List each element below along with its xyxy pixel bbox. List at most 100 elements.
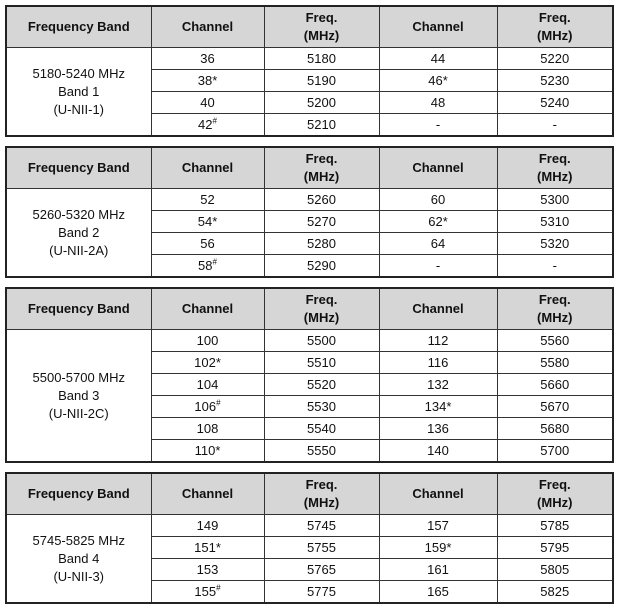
cell: -: [496, 254, 614, 278]
header-line: (MHz): [537, 495, 573, 510]
data-row: 155# 5775 165 5825: [6, 580, 614, 604]
cell: 38*: [150, 69, 265, 92]
data-row: 5500-5700 MHz Band 3 (U-NII-2C) 100 5500 112 5…: [5, 329, 614, 463]
header-cell: Channel: [378, 5, 498, 48]
cell: 5290: [263, 254, 380, 278]
header-cell: Frequency Band: [5, 472, 152, 515]
cell-sup: #: [216, 398, 221, 408]
band-line: (U-NII-2A): [49, 242, 109, 258]
band-line: Band 2: [58, 224, 100, 240]
band-line: 5500-5700 MHz: [32, 369, 126, 385]
header-cell: Frequency Band: [5, 146, 152, 189]
header-line: (MHz): [303, 169, 340, 184]
cell: 5230: [496, 69, 614, 92]
header-cell: Channel: [378, 146, 498, 189]
cell: 36: [150, 47, 265, 70]
cell: 46*: [378, 69, 498, 92]
band-line: Band 4: [58, 550, 100, 566]
header-cell: Freq. (MHz): [263, 287, 380, 330]
header-line: Freq.: [305, 477, 338, 492]
header-line: Freq.: [305, 10, 338, 25]
cell: 62*: [378, 210, 498, 233]
cell: 5775: [263, 580, 380, 604]
cell: 5755: [263, 536, 380, 559]
header-line: Freq.: [538, 10, 571, 25]
data-row: 58# 5290- -: [6, 254, 614, 278]
cell: -: [378, 254, 498, 278]
header-cell: Frequency Band: [5, 5, 152, 48]
cell: 5550: [263, 439, 380, 463]
cell: 140: [378, 439, 498, 463]
header-line: Freq.: [538, 477, 571, 492]
header-cell: Channel: [378, 472, 498, 515]
band-line: 5180-5240 MHz: [32, 65, 126, 81]
header-cell: Channel: [150, 5, 265, 48]
band-line: Band 1: [58, 83, 100, 99]
cell: 106#: [150, 395, 265, 418]
cell: 52: [150, 188, 265, 211]
cell: -: [378, 113, 498, 137]
document: Frequency Band Channel Freq. (MHz) Channel Fr…: [5, 5, 614, 613]
cell: 149: [150, 514, 265, 537]
cell: 64: [378, 232, 498, 255]
cell: 155#: [150, 580, 265, 604]
header-line: Freq.: [538, 151, 571, 166]
band-table: Frequency Band Channel Freq. (MHz) Channel Fr…: [5, 472, 614, 604]
header-line: (MHz): [303, 310, 340, 325]
cell: 5200: [263, 91, 380, 114]
cell: 54*: [150, 210, 265, 233]
cell: 116: [378, 351, 498, 374]
data-row: 108 5540 136 5680: [6, 417, 614, 440]
header-line: (MHz): [537, 28, 573, 43]
data-row: 151* 5755 159* 5795: [6, 536, 614, 559]
cell: 161: [378, 558, 498, 581]
cell: 134*: [378, 395, 498, 418]
header-cell: Channel: [150, 472, 265, 515]
data-row: 54* 5270 62* 5310: [6, 210, 614, 233]
cell: 108: [150, 417, 265, 440]
data-row: 40 5200 48 5240: [6, 91, 614, 114]
header-cell: Freq. (MHz): [496, 287, 614, 330]
cell: 5270: [263, 210, 380, 233]
data-row: 42# 5210- -: [6, 113, 614, 137]
cell: 136: [378, 417, 498, 440]
band-table: Frequency Band Channel Freq. (MHz) Channel Fr…: [5, 146, 614, 278]
header-line: Freq.: [305, 151, 338, 166]
header-row: Frequency Band Channel Freq. (MHz) Channel Fr…: [5, 287, 614, 330]
cell: 5745: [263, 514, 380, 537]
data-row: 5180-5240 MHz Band 1 (U-NII-1) 36 5180 44 5220: [5, 47, 614, 137]
header-cell: Channel: [150, 146, 265, 189]
header-cell: Freq. (MHz): [263, 146, 380, 189]
data-row: 56 5280 64 5320: [6, 232, 614, 255]
cell: 104: [150, 373, 265, 396]
header-row: Frequency Band Channel Freq. (MHz) Channel Fr…: [5, 5, 614, 48]
header-line: Freq.: [538, 292, 571, 307]
cell-text: 155: [194, 584, 217, 599]
cell: 5310: [496, 210, 614, 233]
header-cell: Frequency Band: [5, 287, 152, 330]
data-row: 110* 5550 140 5700: [6, 439, 614, 463]
data-row: 5260-5320 MHz Band 2 (U-NII-2A) 52 5260 60 530…: [5, 188, 614, 278]
cell: 5510: [263, 351, 380, 374]
cell: 5520: [263, 373, 380, 396]
cell: 5180: [263, 47, 380, 70]
band-line: Band 3: [58, 387, 100, 403]
band-table: Frequency Band Channel Freq. (MHz) Channel Fr…: [5, 5, 614, 137]
header-cell: Freq. (MHz): [263, 472, 380, 515]
cell: 5300: [496, 188, 614, 211]
cell: 5680: [496, 417, 614, 440]
data-row: 5745-5825 MHz Band 4 (U-NII-3) 149 5745 157 57…: [5, 514, 614, 604]
header-cell: Freq. (MHz): [263, 5, 380, 48]
cell: 5580: [496, 351, 614, 374]
cell: 60: [378, 188, 498, 211]
cell: 5240: [496, 91, 614, 114]
header-cell: Freq. (MHz): [496, 472, 614, 515]
cell: 5825: [496, 580, 614, 604]
cell: 5540: [263, 417, 380, 440]
data-row: 102* 5510 116 5580: [6, 351, 614, 374]
cell: 159*: [378, 536, 498, 559]
band-line: 5260-5320 MHz: [32, 206, 126, 222]
header-line: (MHz): [303, 28, 340, 43]
cell-sup: #: [212, 257, 217, 267]
cell-text: 58: [198, 258, 213, 273]
